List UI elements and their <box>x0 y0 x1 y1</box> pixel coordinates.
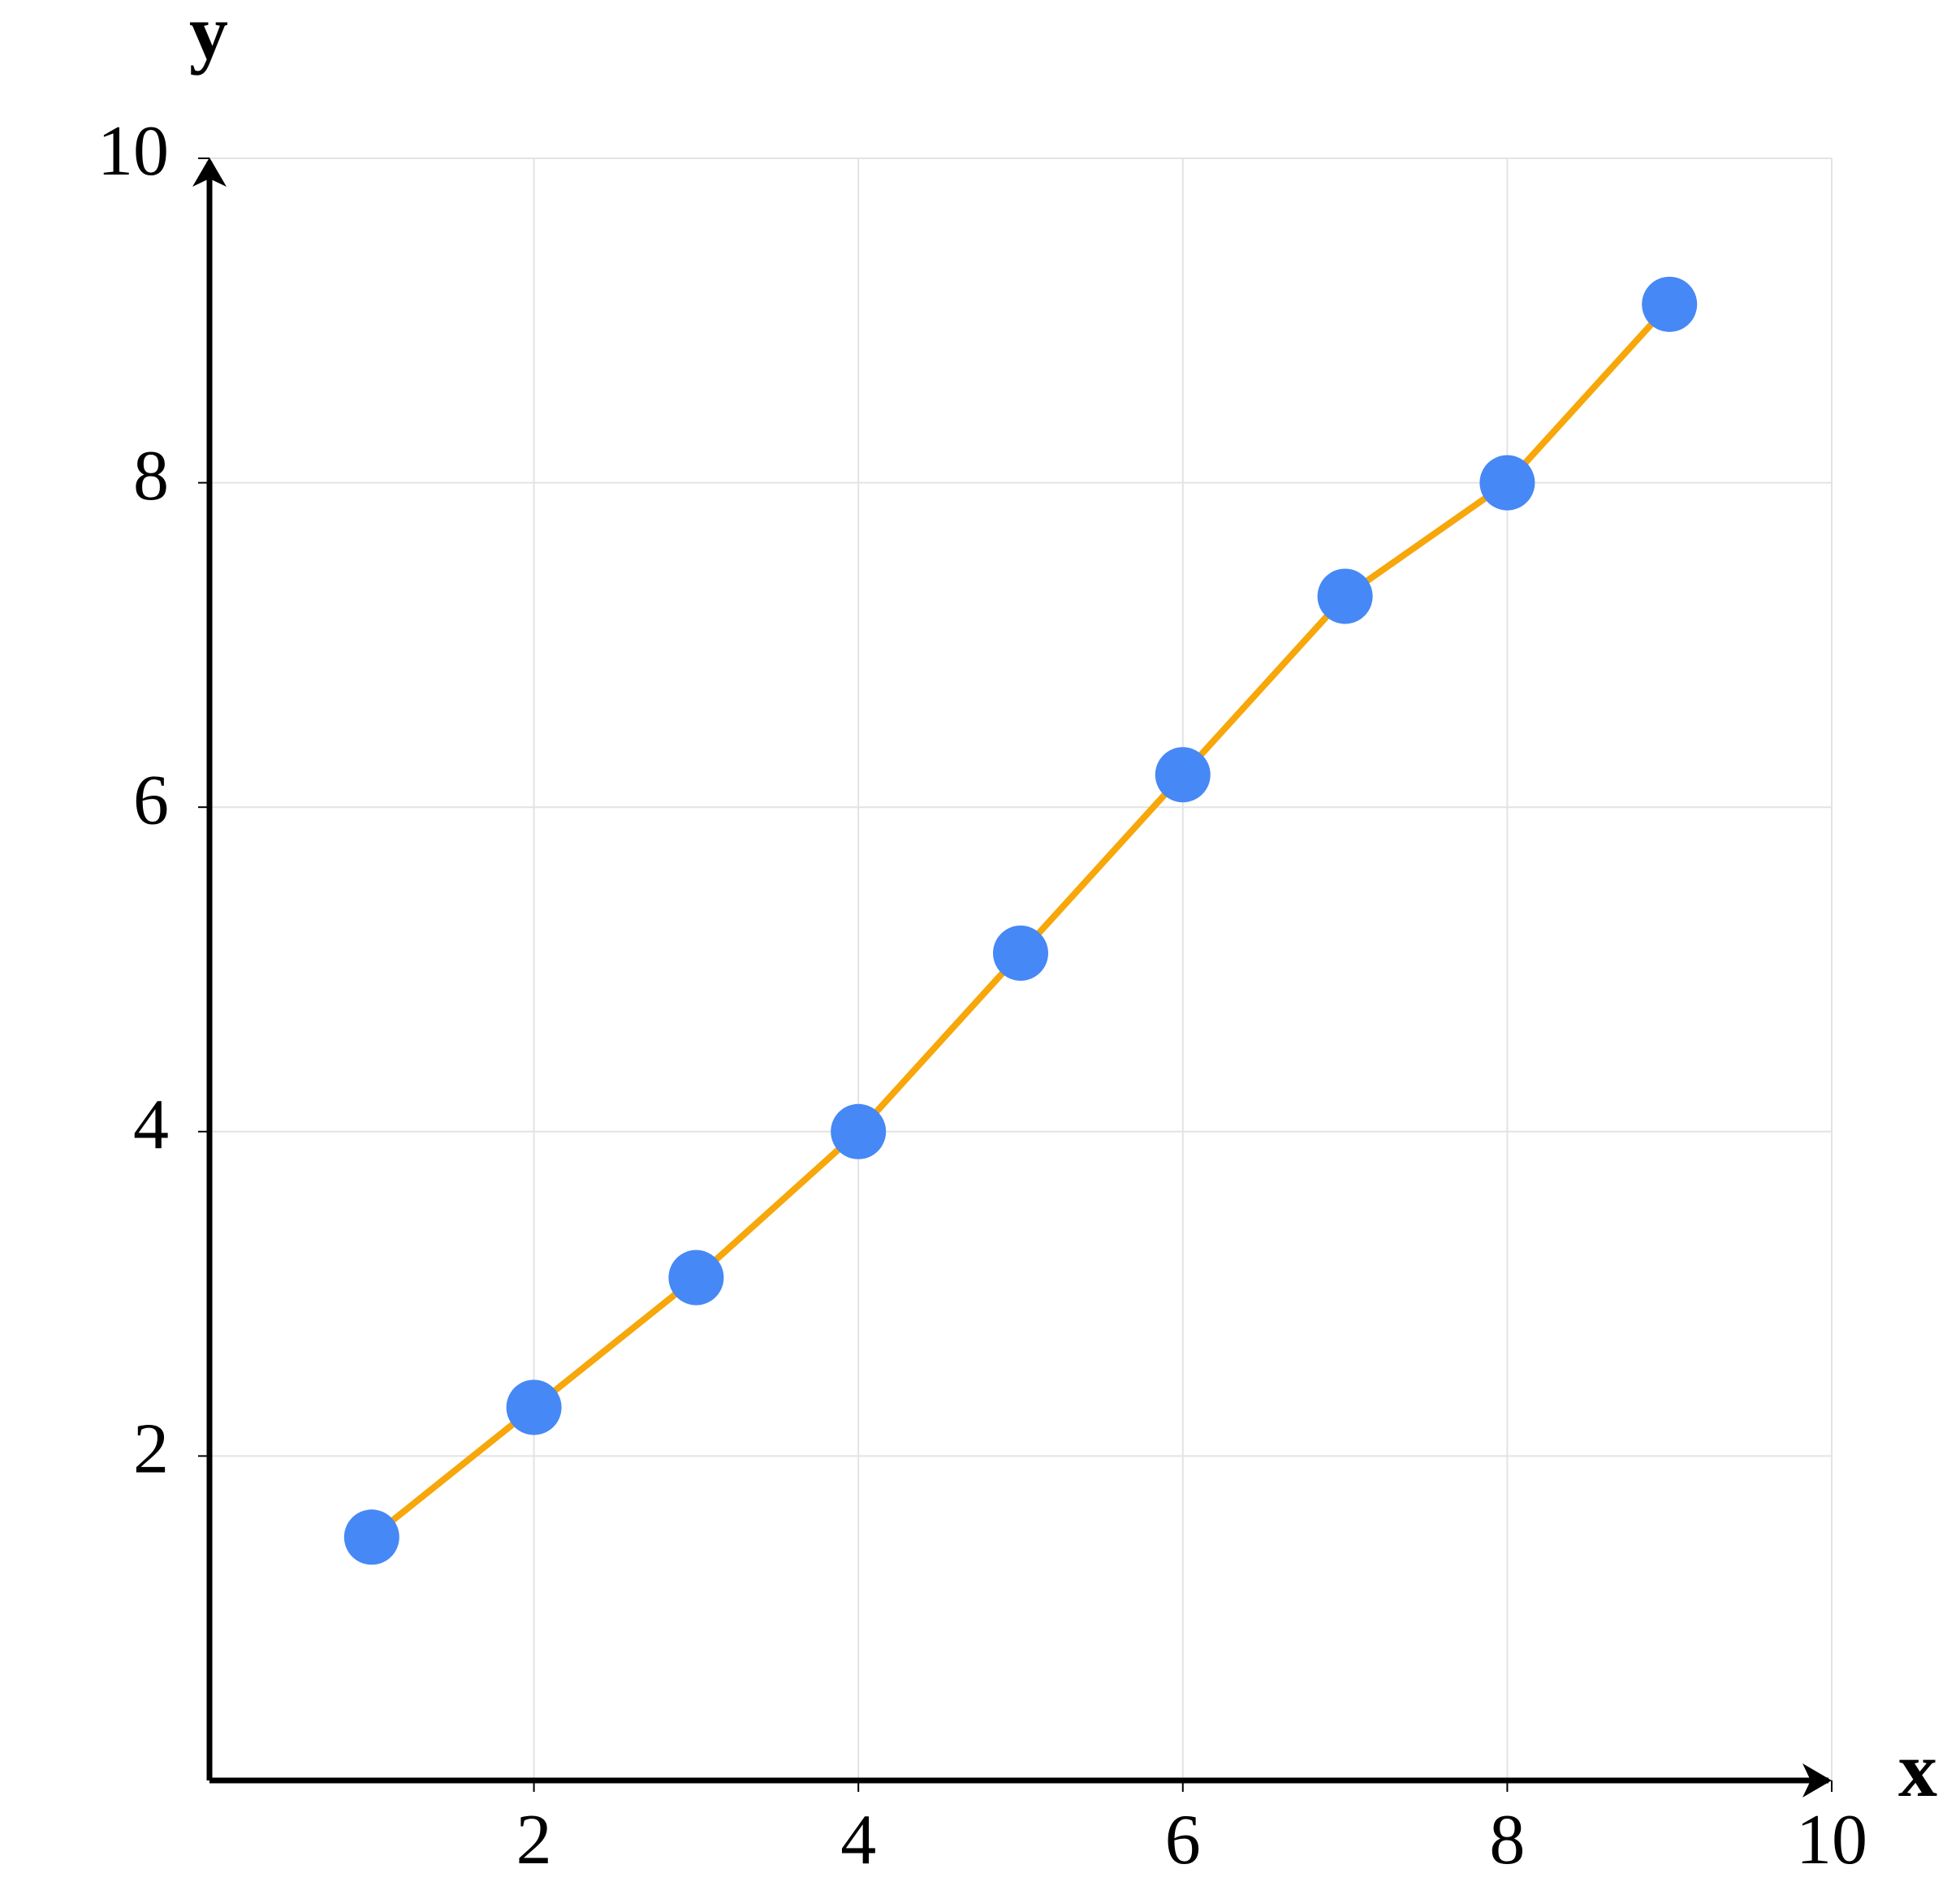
x-tick-label: 4 <box>840 1801 876 1880</box>
data-point <box>1479 455 1535 511</box>
x-tick-label: 10 <box>1796 1801 1867 1880</box>
x-axis-arrow <box>1802 1763 1832 1798</box>
y-axis-label: y <box>189 0 228 76</box>
grid <box>198 158 1833 1792</box>
data-point <box>993 926 1048 982</box>
x-axis-label: x <box>1898 1726 1937 1813</box>
x-tick-label: 2 <box>516 1801 552 1880</box>
plot-area <box>343 276 1698 1565</box>
data-point <box>831 1103 887 1159</box>
data-point <box>506 1379 562 1435</box>
series-line <box>369 302 1673 1540</box>
y-tick-label: 6 <box>133 761 169 839</box>
y-tick-label: 8 <box>133 437 169 516</box>
y-axis-arrow <box>192 158 227 187</box>
x-tick-label: 8 <box>1489 1801 1525 1880</box>
data-point <box>343 1509 399 1565</box>
y-tick-label: 10 <box>97 112 169 191</box>
y-tick-label: 2 <box>133 1410 169 1489</box>
data-point <box>1317 568 1373 624</box>
y-tick-label: 4 <box>133 1085 169 1164</box>
data-point <box>1155 747 1211 803</box>
x-tick-label: 6 <box>1165 1801 1201 1880</box>
data-point <box>1642 276 1698 332</box>
data-point <box>668 1249 724 1306</box>
